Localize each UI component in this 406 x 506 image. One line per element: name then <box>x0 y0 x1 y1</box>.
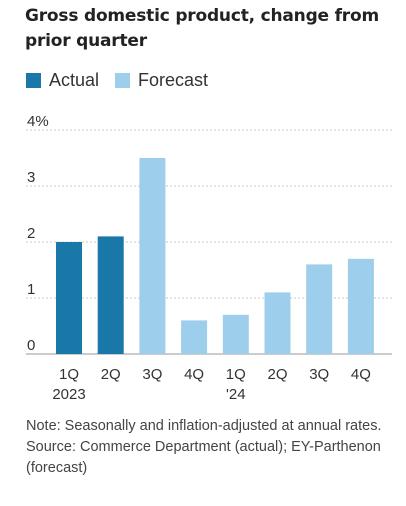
bar-forecast <box>264 292 291 354</box>
x-tick-label: 3Q <box>309 366 329 383</box>
legend-swatch-forecast <box>115 73 131 88</box>
footnote: Note: Seasonally and inflation-adjusted … <box>26 416 386 479</box>
source-text: Source: Commerce Department (actual); EY… <box>26 439 381 476</box>
legend-label-actual: Actual <box>49 70 100 90</box>
x-tick-label: 2Q <box>267 366 287 383</box>
x-tick-label: 4Q <box>351 366 371 383</box>
x-tick-label: 3Q <box>142 366 162 383</box>
x-tick-sublabel: 2023 <box>52 386 85 403</box>
bar-forecast <box>347 258 374 354</box>
legend-item-actual: Actual <box>26 70 99 91</box>
bar-actual <box>97 236 124 354</box>
legend-item-forecast: Forecast <box>115 70 208 91</box>
x-tick-sublabel: '24 <box>226 386 246 403</box>
y-tick-label: 1 <box>27 281 35 298</box>
legend: Actual Forecast <box>26 70 224 91</box>
y-tick-label: 0 <box>27 337 35 354</box>
bar-forecast <box>181 320 208 354</box>
bar-forecast <box>222 314 249 354</box>
bar-actual <box>56 242 82 354</box>
bar-chart: 0 1 2 3 4% 1Q 2023 2Q 3Q 4Q 1Q '24 2Q 3Q 4Q <box>26 113 392 403</box>
y-tick-label: 2 <box>27 225 35 242</box>
bar-forecast <box>306 264 333 354</box>
chart-title: Gross domestic product, change from prio… <box>25 6 379 51</box>
x-tick-label: 1Q <box>226 366 246 383</box>
y-tick-label: 3 <box>27 169 35 186</box>
legend-swatch-actual <box>26 73 41 88</box>
legend-label-forecast: Forecast <box>138 70 209 90</box>
y-tick-label: 4% <box>27 113 49 130</box>
note-text: Note: Seasonally and inflation-adjusted … <box>26 418 382 434</box>
x-tick-label: 4Q <box>184 366 204 383</box>
x-tick-label: 2Q <box>101 366 121 383</box>
x-tick-label: 1Q <box>59 366 79 383</box>
bar-forecast <box>139 158 166 354</box>
